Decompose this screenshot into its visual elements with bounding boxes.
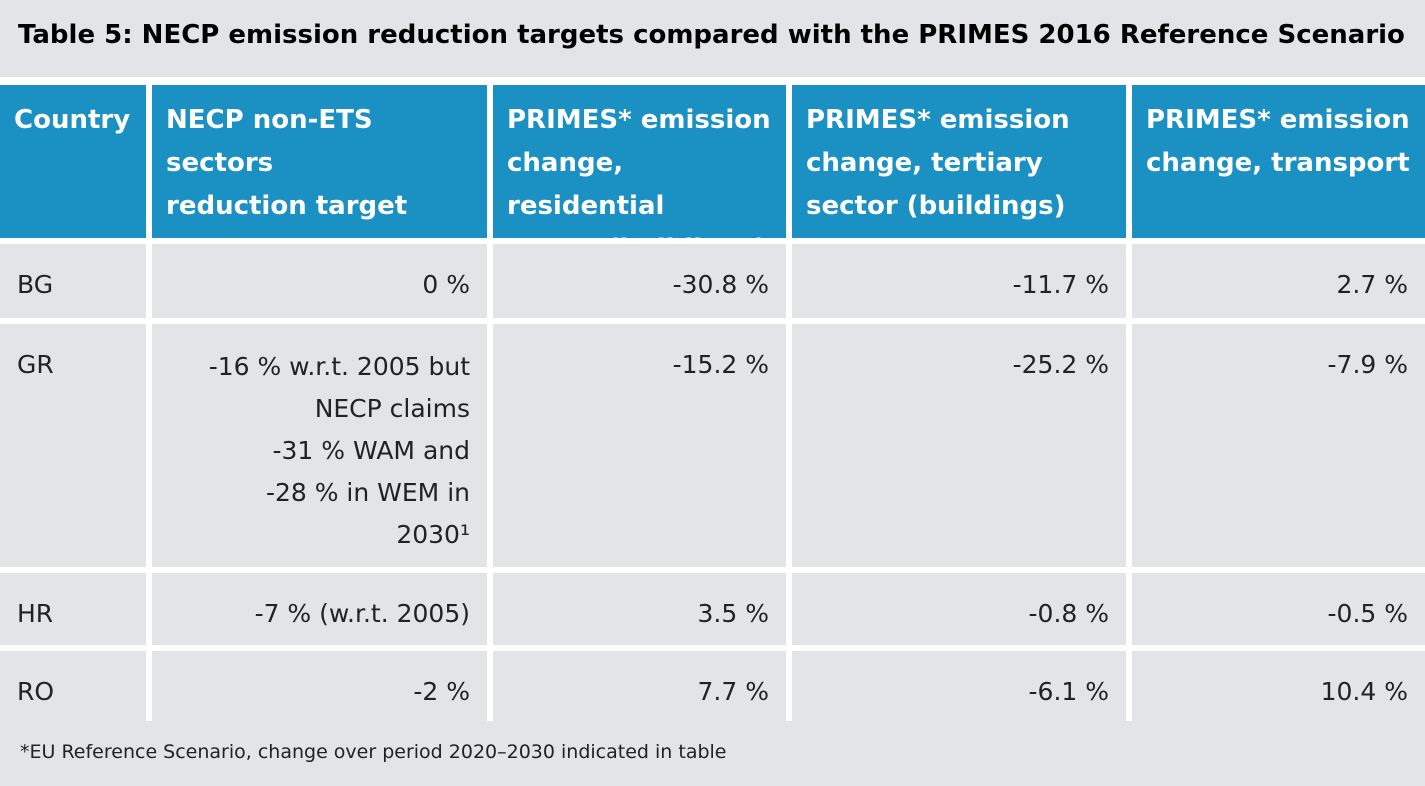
table-footnote: *EU Reference Scenario, change over peri… [0,721,1425,786]
cell-country: HR [0,573,146,645]
cell-residential: 7.7 % [493,651,786,725]
header-transport: PRIMES* emission change, transport [1132,85,1425,238]
cell-tertiary: -0.8 % [792,573,1126,645]
header-tertiary: PRIMES* emission change, tertiary sector… [792,85,1126,238]
cell-necp-target: -16 % w.r.t. 2005 but NECP claims -31 % … [152,324,487,567]
cell-necp-target: 0 % [152,244,487,318]
cell-residential: -15.2 % [493,324,786,567]
cell-country: BG [0,244,146,318]
cell-transport: -7.9 % [1132,324,1425,567]
gr-target-line: 2030¹ [396,520,470,549]
cell-necp-target: -7 % (w.r.t. 2005) [152,573,487,645]
cell-necp-target: -2 % [152,651,487,725]
cell-transport: 10.4 % [1132,651,1425,725]
cell-country: GR [0,324,146,567]
cell-tertiary: -6.1 % [792,651,1126,725]
gr-target-line: -16 % w.r.t. 2005 but [208,352,470,381]
header-country: Country [0,85,146,238]
emission-table: Country NECP non-ETS sectors reduction t… [0,85,1425,725]
cell-residential: 3.5 % [493,573,786,645]
header-necp-target: NECP non-ETS sectors reduction target [152,85,487,238]
gr-target-line: NECP claims [314,394,470,423]
gr-target-line: -28 % in WEM in [265,478,470,507]
cell-residential: -30.8 % [493,244,786,318]
header-residential: PRIMES* emission change, residential sec… [493,85,786,264]
gr-target-line: -31 % WAM and [272,436,471,465]
cell-transport: -0.5 % [1132,573,1425,645]
cell-tertiary: -11.7 % [792,244,1126,318]
cell-transport: 2.7 % [1132,244,1425,318]
cell-country: RO [0,651,146,725]
table-title: Table 5: NECP emission reduction targets… [0,0,1425,77]
cell-tertiary: -25.2 % [792,324,1126,567]
